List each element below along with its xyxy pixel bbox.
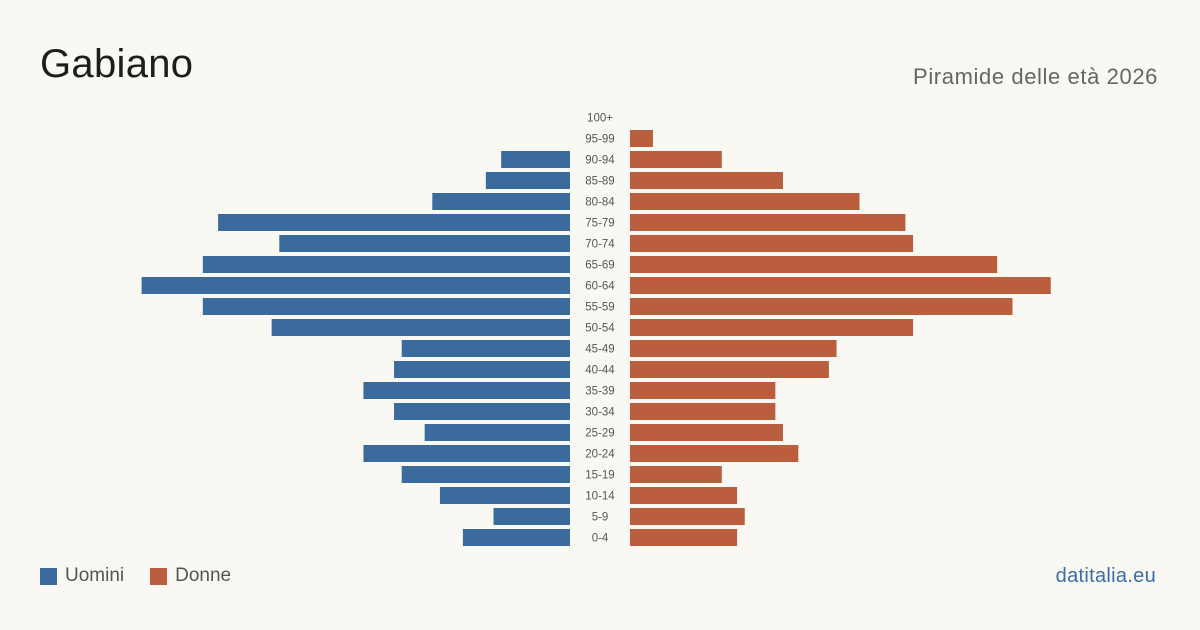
- age-label-95-99: 95-99: [585, 134, 614, 146]
- bar-women-5-9: [630, 508, 745, 525]
- age-label-75-79: 75-79: [585, 218, 614, 230]
- bar-women-70-74: [630, 235, 914, 252]
- bar-women-0-4: [630, 529, 738, 546]
- bar-women-35-39: [630, 382, 776, 399]
- age-label-55-59: 55-59: [585, 302, 614, 314]
- bar-men-45-49: [401, 340, 570, 357]
- age-label-20-24: 20-24: [585, 449, 615, 461]
- age-label-40-44: 40-44: [585, 365, 615, 377]
- bar-men-90-94: [501, 151, 570, 168]
- age-label-25-29: 25-29: [585, 428, 614, 440]
- age-label-50-54: 50-54: [585, 323, 615, 335]
- bar-women-20-24: [630, 445, 799, 462]
- bar-men-50-54: [271, 319, 570, 336]
- bar-women-15-19: [630, 466, 722, 483]
- age-label-0-4: 0-4: [592, 533, 609, 545]
- bar-women-55-59: [630, 298, 1013, 315]
- age-label-45-49: 45-49: [585, 344, 614, 356]
- legend: Uomini Donne: [40, 565, 257, 587]
- brand-link[interactable]: datitalia.eu: [1055, 565, 1156, 587]
- bar-men-15-19: [401, 466, 570, 483]
- page-title: Gabiano: [40, 42, 194, 86]
- age-label-85-89: 85-89: [585, 176, 614, 188]
- age-label-100+: 100+: [587, 113, 613, 125]
- age-label-15-19: 15-19: [585, 470, 614, 482]
- age-label-60-64: 60-64: [585, 281, 615, 293]
- bar-women-95-99: [630, 130, 653, 147]
- age-label-10-14: 10-14: [585, 491, 615, 503]
- bar-men-10-14: [439, 487, 570, 504]
- bar-men-30-34: [394, 403, 570, 420]
- age-label-70-74: 70-74: [585, 239, 615, 251]
- legend-item-men: Uomini: [40, 565, 124, 587]
- bar-men-70-74: [279, 235, 570, 252]
- legend-item-women: Donne: [150, 565, 231, 587]
- age-label-65-69: 65-69: [585, 260, 614, 272]
- bar-men-65-69: [202, 256, 571, 273]
- legend-swatch-men: [40, 567, 57, 585]
- bar-men-25-29: [424, 424, 570, 441]
- age-label-35-39: 35-39: [585, 386, 614, 398]
- age-label-30-34: 30-34: [585, 407, 615, 419]
- age-label-80-84: 80-84: [585, 197, 615, 209]
- bar-men-40-44: [394, 361, 570, 378]
- bar-women-85-89: [630, 172, 783, 189]
- legend-label-men: Uomini: [65, 565, 125, 586]
- bar-women-25-29: [630, 424, 783, 441]
- bar-men-20-24: [363, 445, 570, 462]
- bar-women-45-49: [630, 340, 837, 357]
- bar-women-10-14: [630, 487, 738, 504]
- chart-subtitle: Piramide delle età 2026: [913, 64, 1158, 89]
- bar-women-75-79: [630, 214, 906, 231]
- bar-women-90-94: [630, 151, 722, 168]
- bar-women-40-44: [630, 361, 829, 378]
- bar-men-85-89: [485, 172, 570, 189]
- legend-label-women: Donne: [175, 565, 232, 586]
- age-label-5-9: 5-9: [592, 512, 609, 524]
- bar-women-50-54: [630, 319, 914, 336]
- bar-men-80-84: [432, 193, 570, 210]
- bar-men-75-79: [218, 214, 570, 231]
- age-label-90-94: 90-94: [585, 155, 615, 167]
- bar-men-0-4: [462, 529, 570, 546]
- bar-men-35-39: [363, 382, 570, 399]
- legend-swatch-women: [150, 567, 168, 585]
- bar-women-60-64: [630, 277, 1051, 294]
- bar-men-60-64: [141, 277, 570, 294]
- bar-men-55-59: [202, 298, 571, 315]
- bar-women-80-84: [630, 193, 860, 210]
- bar-women-65-69: [630, 256, 998, 273]
- bar-men-5-9: [493, 508, 570, 525]
- bar-women-30-34: [630, 403, 776, 420]
